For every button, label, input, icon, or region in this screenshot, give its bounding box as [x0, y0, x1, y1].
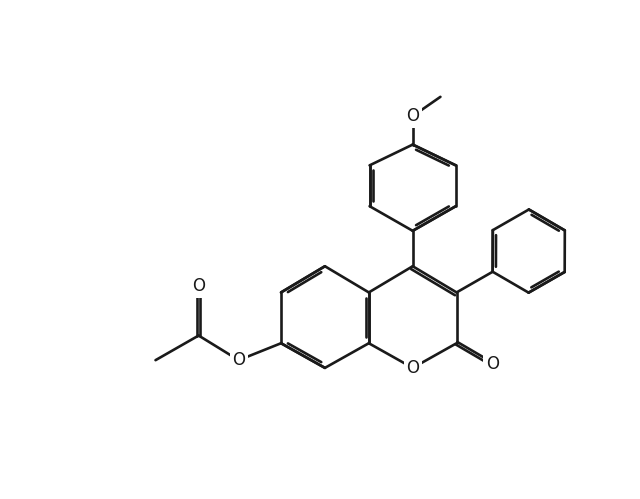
Text: O: O [192, 277, 205, 295]
Text: O: O [406, 107, 419, 125]
Text: O: O [406, 359, 419, 377]
Text: O: O [232, 351, 245, 369]
Text: O: O [486, 355, 499, 373]
